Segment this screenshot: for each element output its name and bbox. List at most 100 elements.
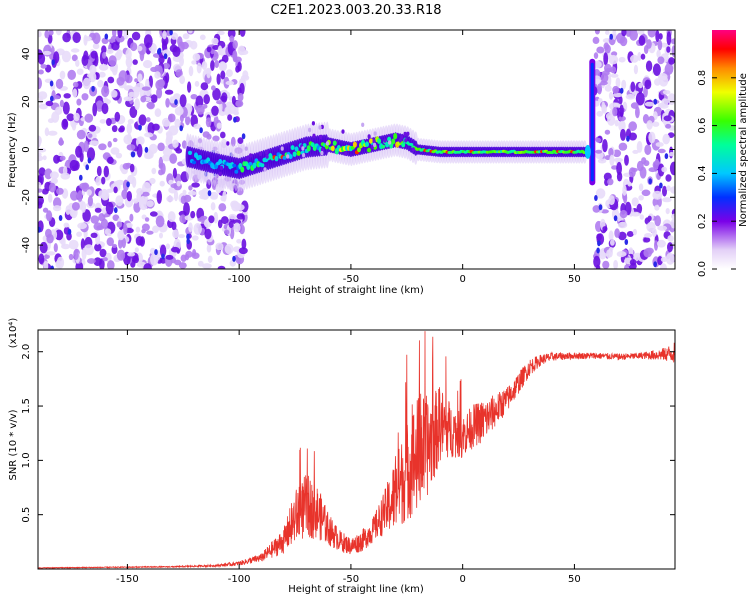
noise-blob xyxy=(235,65,240,73)
noise-blob xyxy=(38,188,43,193)
scatter-blob xyxy=(263,167,267,172)
noise-blob xyxy=(608,230,614,241)
noise-blob xyxy=(99,119,107,124)
noise-blob xyxy=(98,64,109,71)
noise-blob xyxy=(60,243,71,250)
noise-blob xyxy=(38,30,42,38)
noise-blob xyxy=(44,30,50,39)
noise-blob xyxy=(644,233,653,238)
noise-blob xyxy=(659,182,663,189)
noise-blob xyxy=(595,137,602,143)
noise-blob xyxy=(638,35,646,46)
noise-blob xyxy=(136,143,143,158)
noise-blob xyxy=(224,243,234,255)
scatter-blob xyxy=(361,122,365,128)
noise-blob xyxy=(86,189,92,196)
scatter-blob xyxy=(280,146,284,151)
noise-blob xyxy=(172,229,180,239)
noise-blob xyxy=(102,190,110,201)
noise-blob xyxy=(618,119,626,132)
noise-blob xyxy=(188,65,194,77)
noise-blob xyxy=(156,190,162,204)
noise-blob xyxy=(61,50,71,63)
noise-blob xyxy=(119,125,125,132)
noise-blob xyxy=(102,51,107,59)
noise-blob xyxy=(217,219,223,229)
noise-blob xyxy=(52,205,62,212)
x-tick-label: -100 xyxy=(228,274,251,285)
noise-blob xyxy=(133,201,141,213)
snr-frame xyxy=(37,329,676,570)
noise-blob xyxy=(209,191,219,199)
noise-blob xyxy=(670,218,675,229)
spike-core xyxy=(590,62,594,182)
noise-blob xyxy=(144,146,149,153)
noise-blob xyxy=(53,243,58,253)
noise-blob xyxy=(219,61,227,71)
noise-blob xyxy=(77,222,87,230)
noise-blob xyxy=(654,240,658,251)
noise-blob xyxy=(201,61,208,70)
noise-blob xyxy=(90,215,100,224)
colorbar-tick-label: 0.8 xyxy=(697,70,708,86)
noise-blob xyxy=(84,113,94,123)
noise-blob xyxy=(127,252,136,257)
noise-blob xyxy=(137,45,143,52)
noise-blob xyxy=(625,94,636,100)
noise-blob xyxy=(179,125,183,132)
ridge-blob xyxy=(260,163,265,168)
noise-blob xyxy=(61,118,69,130)
noise-blob xyxy=(76,231,82,237)
noise-blob xyxy=(604,129,611,135)
noise-blob xyxy=(220,70,226,80)
noise-blob xyxy=(154,249,158,256)
noise-blob xyxy=(177,36,183,47)
noise-blob xyxy=(232,50,238,61)
noise-blob xyxy=(179,75,186,85)
noise-blob xyxy=(613,259,618,269)
noise-blob xyxy=(146,102,154,109)
scatter-blob xyxy=(265,154,269,159)
noise-blob xyxy=(604,44,611,54)
noise-blob xyxy=(190,210,196,219)
scatter-blob xyxy=(320,147,324,152)
noise-blob xyxy=(168,179,174,185)
noise-blob xyxy=(45,100,54,107)
noise-blob xyxy=(614,228,620,238)
noise-blob xyxy=(47,130,58,136)
noise-blob xyxy=(150,253,159,266)
noise-blob xyxy=(56,187,64,195)
snr-y-ticks: 0.5 1.0 1.5 2.0 xyxy=(21,344,675,523)
noise-blob xyxy=(619,87,624,94)
noise-blob xyxy=(657,39,663,51)
scatter-blob xyxy=(265,149,269,155)
noise-blob xyxy=(236,239,242,244)
noise-blob xyxy=(619,104,624,118)
noise-blob xyxy=(143,263,152,269)
ridge-blob xyxy=(330,145,335,152)
noise-blob xyxy=(179,114,184,123)
noise-blob xyxy=(200,215,208,220)
scatter-blob xyxy=(383,138,387,143)
noise-blob xyxy=(142,60,153,69)
noise-blob xyxy=(169,153,178,164)
noise-blob xyxy=(42,50,52,56)
scatter-blob xyxy=(219,165,224,171)
noise-blob xyxy=(49,80,54,87)
noise-blob xyxy=(185,250,193,258)
noise-blob xyxy=(79,174,83,181)
noise-blob xyxy=(118,238,123,249)
noise-blob xyxy=(607,114,616,126)
noise-blob xyxy=(86,147,96,161)
noise-blob xyxy=(663,115,672,122)
noise-blob xyxy=(160,163,166,175)
noise-blob xyxy=(106,237,115,247)
noise-blob xyxy=(159,232,163,239)
noise-blob xyxy=(66,113,75,122)
colorbar-tick-label: 0.0 xyxy=(697,261,708,277)
noise-blob xyxy=(101,176,106,185)
noise-blob xyxy=(648,131,656,144)
scatter-blob xyxy=(226,141,230,146)
noise-blob xyxy=(123,134,133,145)
noise-blob xyxy=(602,226,608,232)
